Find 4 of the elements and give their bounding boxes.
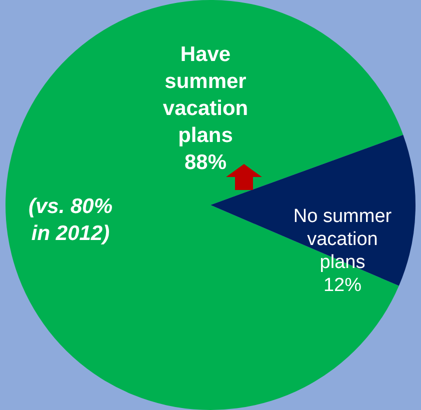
- slice-label: Have summer vacation plans: [162, 42, 248, 147]
- data-label: 12%: [323, 275, 362, 296]
- data-label: 88%: [184, 150, 227, 174]
- text: (vs. 80% in 2012): [28, 194, 113, 245]
